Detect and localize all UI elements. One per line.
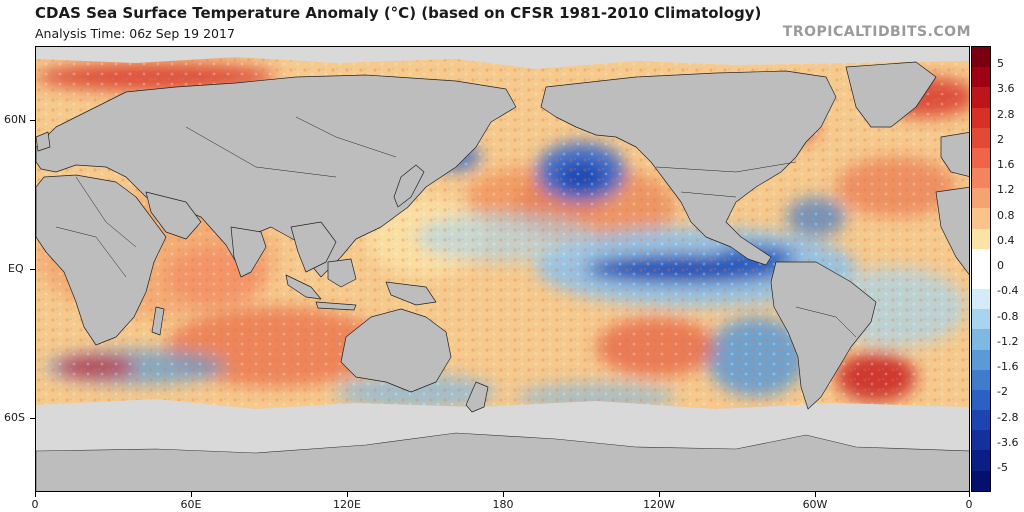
- lon-label-180: 180: [492, 498, 514, 511]
- south-america: [770, 261, 877, 410]
- map-title: CDAS Sea Surface Temperature Anomaly (°C…: [35, 4, 762, 22]
- sst-anomaly-map: [35, 46, 970, 492]
- lon-label-0: 0: [31, 498, 39, 511]
- java: [315, 301, 357, 311]
- colorbar-label: -0.8: [997, 309, 1019, 323]
- colorbar-segment: [972, 470, 990, 491]
- lat-label-60s: 60S: [4, 411, 25, 424]
- colorbar-segment: [972, 430, 990, 451]
- new-zealand: [465, 381, 489, 413]
- antarctica: [36, 432, 969, 491]
- lon-tick-180: [503, 492, 504, 497]
- lon-label-0-right: 0: [965, 498, 973, 511]
- lon-tick-60w: [815, 492, 816, 497]
- greenland: [845, 61, 937, 128]
- lon-tick-120e: [347, 492, 348, 497]
- colorbar-segment: [972, 268, 990, 290]
- colorbar-label: 3.6: [997, 82, 1015, 96]
- colorbar-segment: [972, 349, 990, 370]
- credit-watermark: TROPICALTIDBITS.COM: [782, 24, 971, 40]
- arctic-ice: [36, 47, 969, 69]
- north-america: [540, 70, 837, 266]
- india: [230, 226, 267, 278]
- colorbar-label: -2.8: [997, 410, 1019, 424]
- colorbar-segment: [972, 147, 990, 169]
- africa: [36, 174, 167, 346]
- colorbar-label: -5: [997, 461, 1008, 474]
- colorbar-label: 0.8: [997, 208, 1015, 222]
- western-europe: [940, 131, 969, 177]
- colorbar-label: -1.2: [997, 334, 1019, 348]
- lat-tick-60n: [30, 120, 35, 121]
- colorbar-segment: [972, 67, 990, 88]
- lon-tick-60e: [191, 492, 192, 497]
- lon-tick-0: [35, 492, 36, 497]
- indochina: [290, 221, 337, 273]
- colorbar-label: 1.2: [997, 183, 1015, 197]
- colorbar-segment: [972, 47, 990, 68]
- colorbar-segment: [972, 410, 990, 431]
- colorbar-label: -1.6: [997, 360, 1019, 373]
- colorbar-segment: [972, 389, 990, 411]
- country-borders: [55, 116, 857, 338]
- lon-label-120e: 120E: [333, 498, 361, 511]
- australia: [340, 308, 452, 393]
- colorbar-label: 0: [997, 259, 1004, 272]
- colorbar-segment: [972, 228, 990, 249]
- colorbar-label: 2: [997, 132, 1004, 146]
- lat-tick-eq: [30, 269, 35, 270]
- eurasia: [36, 74, 517, 278]
- colorbar-segment: [972, 248, 990, 269]
- colorbar-segment: [972, 127, 990, 148]
- map-canvas: [36, 47, 969, 491]
- colorbar-segment: [972, 87, 990, 108]
- japan: [393, 164, 425, 208]
- west-africa-edge: [935, 186, 969, 275]
- new-guinea: [385, 281, 437, 306]
- lon-label-60e: 60E: [180, 498, 202, 511]
- land: [36, 61, 969, 413]
- colorbar-segment: [972, 450, 990, 471]
- lon-tick-120w: [659, 492, 660, 497]
- colorbar-segment: [972, 369, 990, 390]
- colorbar-label: 2.8: [997, 107, 1015, 121]
- colorbar-label: 1.6: [997, 158, 1015, 171]
- colorbar-label: -3.6: [997, 435, 1019, 449]
- lat-label-60n: 60N: [4, 113, 27, 126]
- arabia: [145, 191, 202, 240]
- lat-tick-60s: [30, 418, 35, 419]
- lon-tick-0-right: [969, 492, 970, 497]
- colorbar: [971, 46, 991, 492]
- colorbar-segment: [972, 289, 990, 310]
- lon-label-60w: 60W: [802, 498, 828, 511]
- lon-label-120w: 120W: [643, 498, 675, 511]
- colorbar-label: -0.4: [997, 284, 1019, 298]
- madagascar: [151, 306, 165, 336]
- colorbar-segment: [972, 168, 990, 189]
- lat-label-eq: EQ: [8, 262, 24, 275]
- colorbar-label: -2: [997, 385, 1008, 399]
- colorbar-segment: [972, 107, 990, 128]
- analysis-time: Analysis Time: 06z Sep 19 2017: [35, 26, 235, 41]
- sumatra: [285, 274, 322, 300]
- uk: [36, 131, 51, 152]
- colorbar-segment: [972, 329, 990, 350]
- colorbar-segment: [972, 208, 990, 229]
- borneo: [327, 258, 357, 288]
- colorbar-segment: [972, 309, 990, 330]
- colorbar-label: 0.4: [997, 233, 1015, 247]
- colorbar-segment: [972, 188, 990, 209]
- colorbar-label: 5: [997, 57, 1004, 70]
